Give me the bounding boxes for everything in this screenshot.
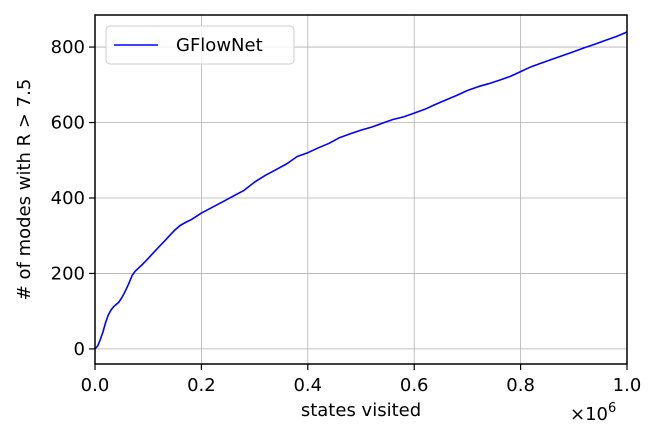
legend-label-gflownet: GFlowNet [176, 35, 263, 56]
legend-box [105, 25, 295, 65]
y-tick-label: 600 [51, 113, 85, 134]
x-tick-label: 0.2 [187, 375, 216, 396]
y-axis-label: # of modes with R > 7.5 [14, 79, 35, 301]
x-axis-offset-base: ×10 [570, 404, 608, 425]
y-tick-label: 200 [51, 263, 85, 284]
y-tick-label: 800 [51, 37, 85, 58]
ticks: 0.0 0.2 0.4 0.6 0.8 1.0 0 200 400 600 800 [51, 37, 642, 396]
x-tick-label: 0.0 [81, 375, 110, 396]
grid [94, 15, 628, 364]
x-tick-label: 0.4 [293, 375, 322, 396]
series-layer [94, 31, 628, 350]
x-axis-offset-exponent: 6 [608, 401, 616, 416]
x-axis-offset-label: ×106 [570, 401, 616, 425]
y-tick-label: 400 [51, 188, 85, 209]
x-tick-label: 0.6 [400, 375, 429, 396]
x-axis-label: states visited [301, 400, 421, 421]
legend: GFlowNet [105, 25, 295, 65]
series-line-gflownet [94, 31, 628, 350]
x-tick-label: 1.0 [613, 375, 642, 396]
plot-frame [94, 14, 628, 365]
x-tick-label: 0.8 [506, 375, 535, 396]
y-tick-label: 0 [74, 339, 85, 360]
